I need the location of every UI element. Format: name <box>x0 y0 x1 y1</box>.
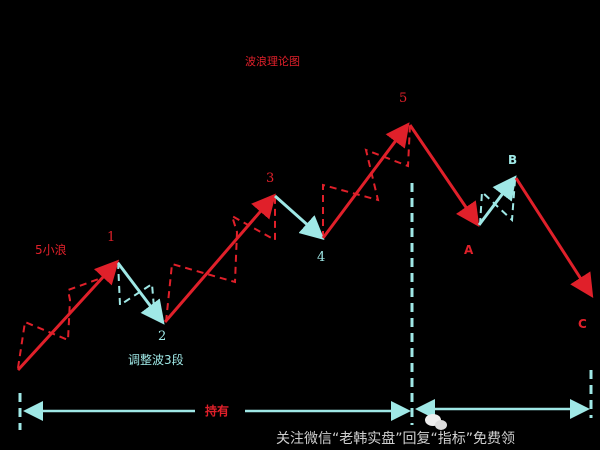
label-wave-3: 3 <box>266 171 275 186</box>
sub-wave-dashes <box>17 124 411 369</box>
sub-correction-b <box>479 179 516 226</box>
diagram-title: 波浪理论图 <box>245 55 300 68</box>
main-waves <box>16 122 594 372</box>
label-wave-c: C <box>578 317 587 331</box>
period-dividers <box>18 183 593 430</box>
wave-5 <box>321 122 410 239</box>
label-correction-three: 调整波3段 <box>128 353 184 367</box>
wave-a <box>408 124 480 227</box>
promo-caption: 关注微信“老韩实盘”回复“指标”免费领 <box>276 431 516 447</box>
label-wave-a: A <box>464 243 474 257</box>
label-wave-b: B <box>508 153 518 167</box>
wave-c <box>514 177 594 299</box>
label-wave-1: 1 <box>107 230 116 245</box>
wave-4 <box>274 194 325 240</box>
hold-label: 持有 <box>205 404 230 418</box>
hold-arrows <box>23 399 590 421</box>
sub-wave-5 <box>322 124 411 238</box>
wave-b <box>477 175 517 226</box>
wechat-logo <box>425 414 447 430</box>
label-five-small-waves: 5小浪 <box>35 243 67 257</box>
sub-wave-3 <box>165 196 276 323</box>
label-wave-2: 2 <box>158 329 167 344</box>
wave-1 <box>16 259 120 372</box>
wave-3 <box>163 193 276 323</box>
label-wave-5: 5 <box>399 91 408 106</box>
wave-2 <box>116 262 165 325</box>
sub-wave-1 <box>17 261 114 369</box>
label-wave-4: 4 <box>317 250 326 265</box>
